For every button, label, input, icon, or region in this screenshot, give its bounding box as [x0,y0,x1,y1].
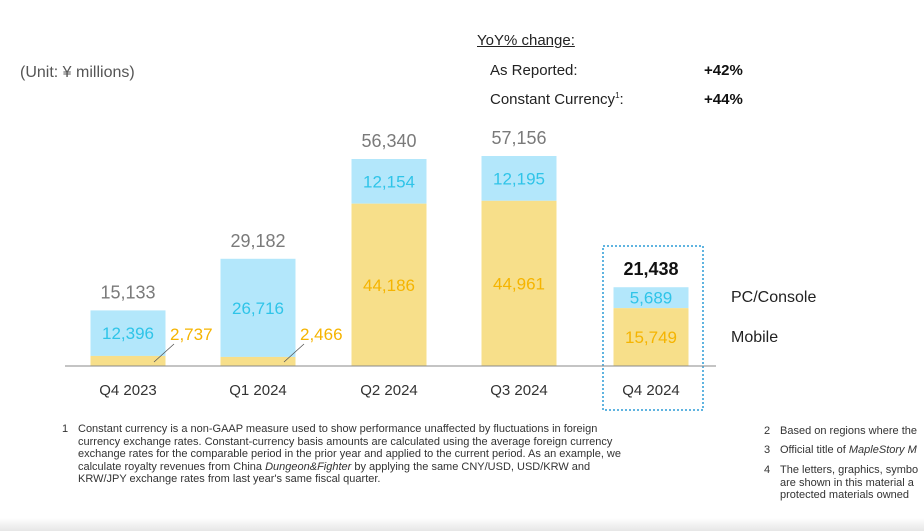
x-tick-label: Q3 2024 [490,382,548,399]
bar-total-label: 57,156 [491,128,546,148]
bar-mobile [351,203,427,366]
bar-mobile [90,355,166,366]
bar-mobile [613,308,689,366]
yoy-title: YoY% change: [477,32,575,49]
footnote-3: 3 Official title of MapleStory M [764,444,917,456]
highlight-box [602,245,704,411]
footnote-4: 4 The letters, graphics, symbo are shown … [764,464,919,502]
bar-mobile [481,200,557,366]
x-tick-label: Q4 2023 [99,382,157,399]
bar-mobile-label: 44,186 [363,276,415,295]
bar-total-label: 21,438 [623,259,678,279]
footnote-2: 2 Based on regions where the [764,425,917,437]
yoy-constant-label: Constant Currency1: [490,91,624,108]
bottom-shadow-bar [0,518,924,531]
leader-line [283,343,305,363]
yoy-constant-value: +44% [704,91,743,108]
bar-pc-console-label: 5,689 [630,289,673,308]
bar-pc-console [220,258,296,357]
bar-pc-console [90,310,166,356]
bar-pc-console-label: 12,154 [363,172,415,191]
revenue-bar-chart: 15,133 12,396 2,737 Q4 2023 29,182 26,716 2,46… [65,128,816,411]
leader-line [153,343,175,363]
bar-pc-console [351,158,427,204]
bar-pc-console-label: 12,396 [102,324,154,343]
x-tick-label: Q2 2024 [360,382,418,399]
bar-pc-console-label: 12,195 [493,169,545,188]
bar-mobile-label: 2,737 [170,325,213,344]
x-tick-label: Q1 2024 [229,382,287,399]
bar-total-label: 56,340 [361,131,416,151]
yoy-reported-label: As Reported: [490,62,578,79]
bar-mobile-label: 2,466 [300,325,343,344]
bar-mobile-label: 15,749 [625,328,677,347]
unit-label: (Unit: ¥ millions) [20,64,135,81]
bar-total-label: 29,182 [230,231,285,251]
bar-pc-console [481,156,557,201]
legend-pc-console: PC/Console [731,289,816,306]
bar-mobile [220,356,296,366]
legend-mobile: Mobile [731,329,778,346]
bar-mobile-label: 44,961 [493,274,545,293]
bar-total-label: 15,133 [100,282,155,302]
yoy-reported-value: +42% [704,62,743,79]
bar-pc-console-label: 26,716 [232,299,284,318]
bar-pc-console [613,287,689,309]
x-tick-label: Q4 2024 [622,382,680,399]
